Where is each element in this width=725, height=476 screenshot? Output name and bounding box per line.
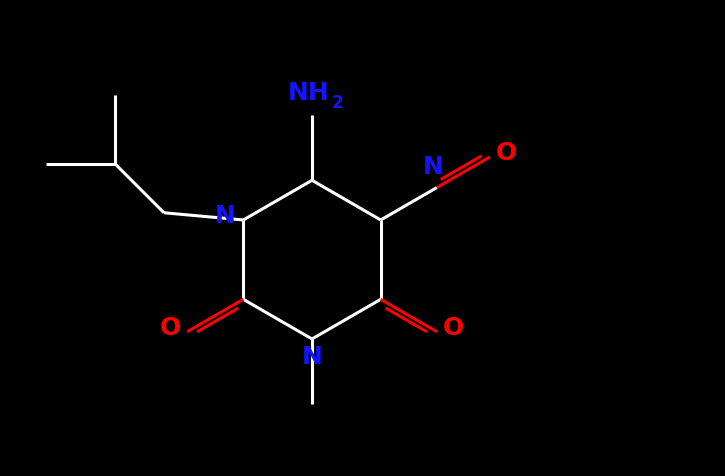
Text: N: N [423, 155, 444, 179]
Text: O: O [496, 141, 517, 165]
Text: NH: NH [288, 80, 329, 105]
Text: O: O [443, 316, 464, 340]
Text: N: N [215, 204, 236, 228]
Text: N: N [302, 345, 323, 369]
Text: O: O [160, 316, 181, 340]
Text: 2: 2 [331, 94, 343, 112]
